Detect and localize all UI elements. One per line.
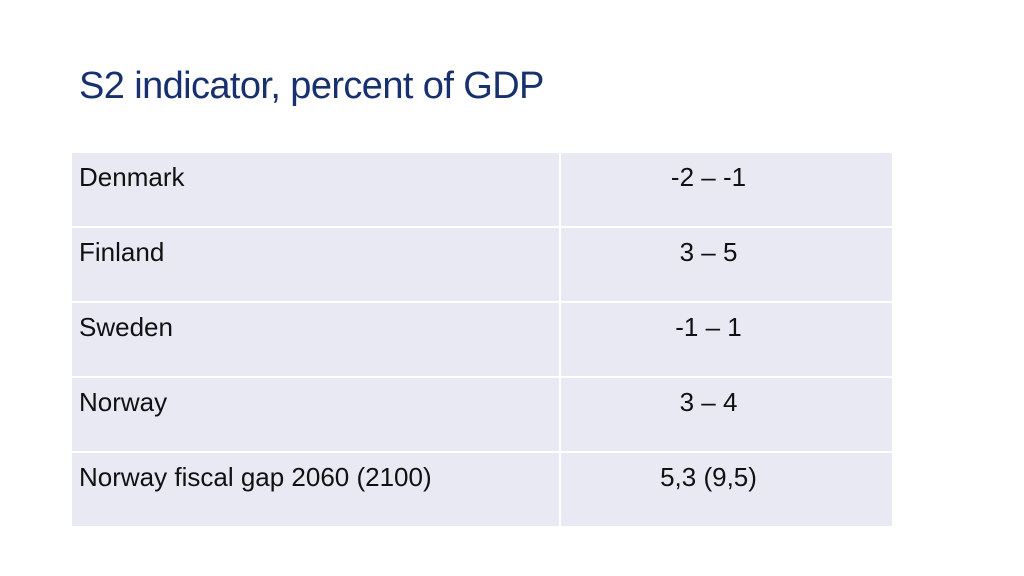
indicator-value: 3 – 4	[679, 387, 738, 417]
slide-title: S2 indicator, percent of GDP	[79, 65, 544, 107]
value-cell: 3 – 4	[559, 376, 892, 453]
indicator-value: -2 – -1	[670, 162, 747, 192]
table-row: Finland 3 – 5	[72, 226, 892, 303]
value-cell: -1 – 1	[559, 301, 892, 378]
country-cell: Norway	[72, 376, 561, 453]
country-label: Norway fiscal gap 2060 (2100)	[79, 462, 432, 492]
indicator-value: 3 – 5	[679, 237, 738, 267]
country-cell: Norway fiscal gap 2060 (2100)	[72, 451, 561, 526]
indicator-value: -1 – 1	[675, 312, 742, 342]
country-cell: Finland	[72, 226, 561, 303]
country-label: Norway	[79, 387, 168, 417]
table-row: Sweden -1 – 1	[72, 301, 892, 378]
country-cell: Sweden	[72, 301, 561, 378]
value-cell: 5,3 (9,5)	[559, 451, 892, 526]
country-label: Denmark	[79, 162, 185, 192]
value-cell: 3 – 5	[559, 226, 892, 303]
indicator-value: 5,3 (9,5)	[660, 462, 757, 492]
table-row: Norway fiscal gap 2060 (2100) 5,3 (9,5)	[72, 451, 892, 526]
table-row: Denmark -2 – -1	[72, 153, 892, 228]
country-cell: Denmark	[72, 153, 561, 228]
table-row: Norway 3 – 4	[72, 376, 892, 453]
value-cell: -2 – -1	[559, 153, 892, 228]
country-label: Sweden	[79, 312, 173, 342]
country-label: Finland	[79, 237, 165, 267]
s2-indicator-table: Denmark -2 – -1 Finland 3 – 5 Sweden -1 …	[72, 153, 892, 526]
